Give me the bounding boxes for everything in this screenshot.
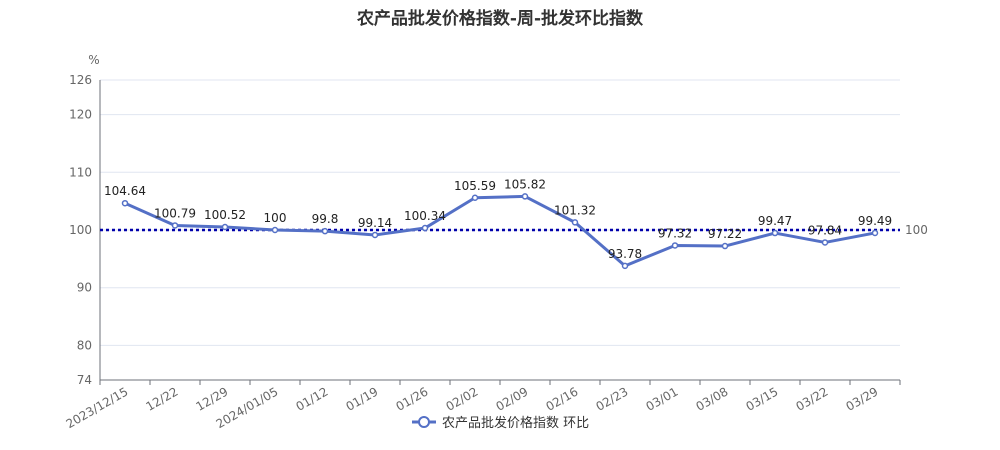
y-tick-label: 126 xyxy=(69,73,92,87)
data-label: 93.78 xyxy=(608,247,642,261)
x-tick-label: 12/29 xyxy=(194,384,231,413)
x-tick-label: 01/19 xyxy=(344,384,381,413)
legend-marker-icon[interactable] xyxy=(418,416,430,428)
data-point[interactable] xyxy=(521,193,529,200)
chart-title: 农产品批发价格指数-周-批发环比指数 xyxy=(356,9,644,29)
data-point[interactable] xyxy=(621,262,629,270)
y-tick-label: 110 xyxy=(69,165,92,179)
x-tick-label: 03/29 xyxy=(844,384,881,413)
data-point[interactable] xyxy=(321,227,329,235)
data-label: 99.8 xyxy=(312,212,339,226)
data-label: 99.49 xyxy=(858,214,892,228)
data-label: 100.52 xyxy=(204,208,246,222)
x-tick-label: 12/22 xyxy=(144,384,181,413)
data-point[interactable] xyxy=(121,199,129,207)
data-point[interactable] xyxy=(421,224,429,232)
y-tick-label: 80 xyxy=(77,338,92,352)
x-tick-label: 03/08 xyxy=(694,384,731,413)
data-label: 97.22 xyxy=(708,227,742,241)
data-point[interactable] xyxy=(271,226,279,234)
x-tick-label: 02/02 xyxy=(444,384,481,413)
data-label: 101.32 xyxy=(554,203,596,217)
data-labels: 104.64 100.79 100.52 100 99.8 99.14 100.34 105.… xyxy=(104,177,892,260)
reference-line-label: 100 xyxy=(905,223,928,237)
data-point[interactable] xyxy=(671,242,679,249)
x-tick-label: 03/22 xyxy=(794,384,831,413)
data-label: 97.32 xyxy=(658,226,692,240)
data-point[interactable] xyxy=(171,222,179,229)
series-line xyxy=(124,194,876,268)
x-tick-label: 02/16 xyxy=(544,384,581,413)
x-tick-label: 02/09 xyxy=(494,384,531,413)
data-point[interactable] xyxy=(821,239,829,246)
data-point[interactable] xyxy=(371,231,379,239)
data-point[interactable] xyxy=(771,229,779,237)
data-label: 97.84 xyxy=(808,223,842,237)
legend[interactable]: 农产品批发价格指数 环比 xyxy=(412,415,589,431)
y-axis-unit: % xyxy=(88,53,99,67)
x-tick-label: 02/23 xyxy=(594,384,631,413)
x-tick-label: 03/15 xyxy=(744,384,781,413)
data-point[interactable] xyxy=(571,219,579,226)
data-label: 105.59 xyxy=(454,179,496,193)
data-point[interactable] xyxy=(221,223,229,231)
data-point[interactable] xyxy=(471,194,479,201)
y-tick-label: 100 xyxy=(69,223,92,237)
data-label: 99.14 xyxy=(358,216,392,230)
data-label: 100.79 xyxy=(154,206,196,220)
data-label: 105.82 xyxy=(504,177,546,191)
y-tick-label: 120 xyxy=(69,108,92,122)
data-label: 104.64 xyxy=(104,184,146,198)
x-tick-label: 2023/12/15 xyxy=(64,384,131,431)
legend-label[interactable]: 农产品批发价格指数 环比 xyxy=(442,415,589,431)
y-tick-label: 90 xyxy=(77,281,92,295)
x-tick-label: 01/12 xyxy=(294,384,331,413)
data-label: 100.34 xyxy=(404,209,446,223)
data-point[interactable] xyxy=(721,242,729,250)
x-tick-label: 01/26 xyxy=(394,384,431,413)
series-group xyxy=(121,193,879,270)
y-tick-label: 74 xyxy=(77,373,92,387)
data-label: 99.47 xyxy=(758,214,792,228)
reference-line-group: 100 xyxy=(100,223,928,237)
data-label: 100 xyxy=(264,211,287,225)
x-tick-label: 03/01 xyxy=(644,384,681,413)
data-point[interactable] xyxy=(871,229,879,237)
